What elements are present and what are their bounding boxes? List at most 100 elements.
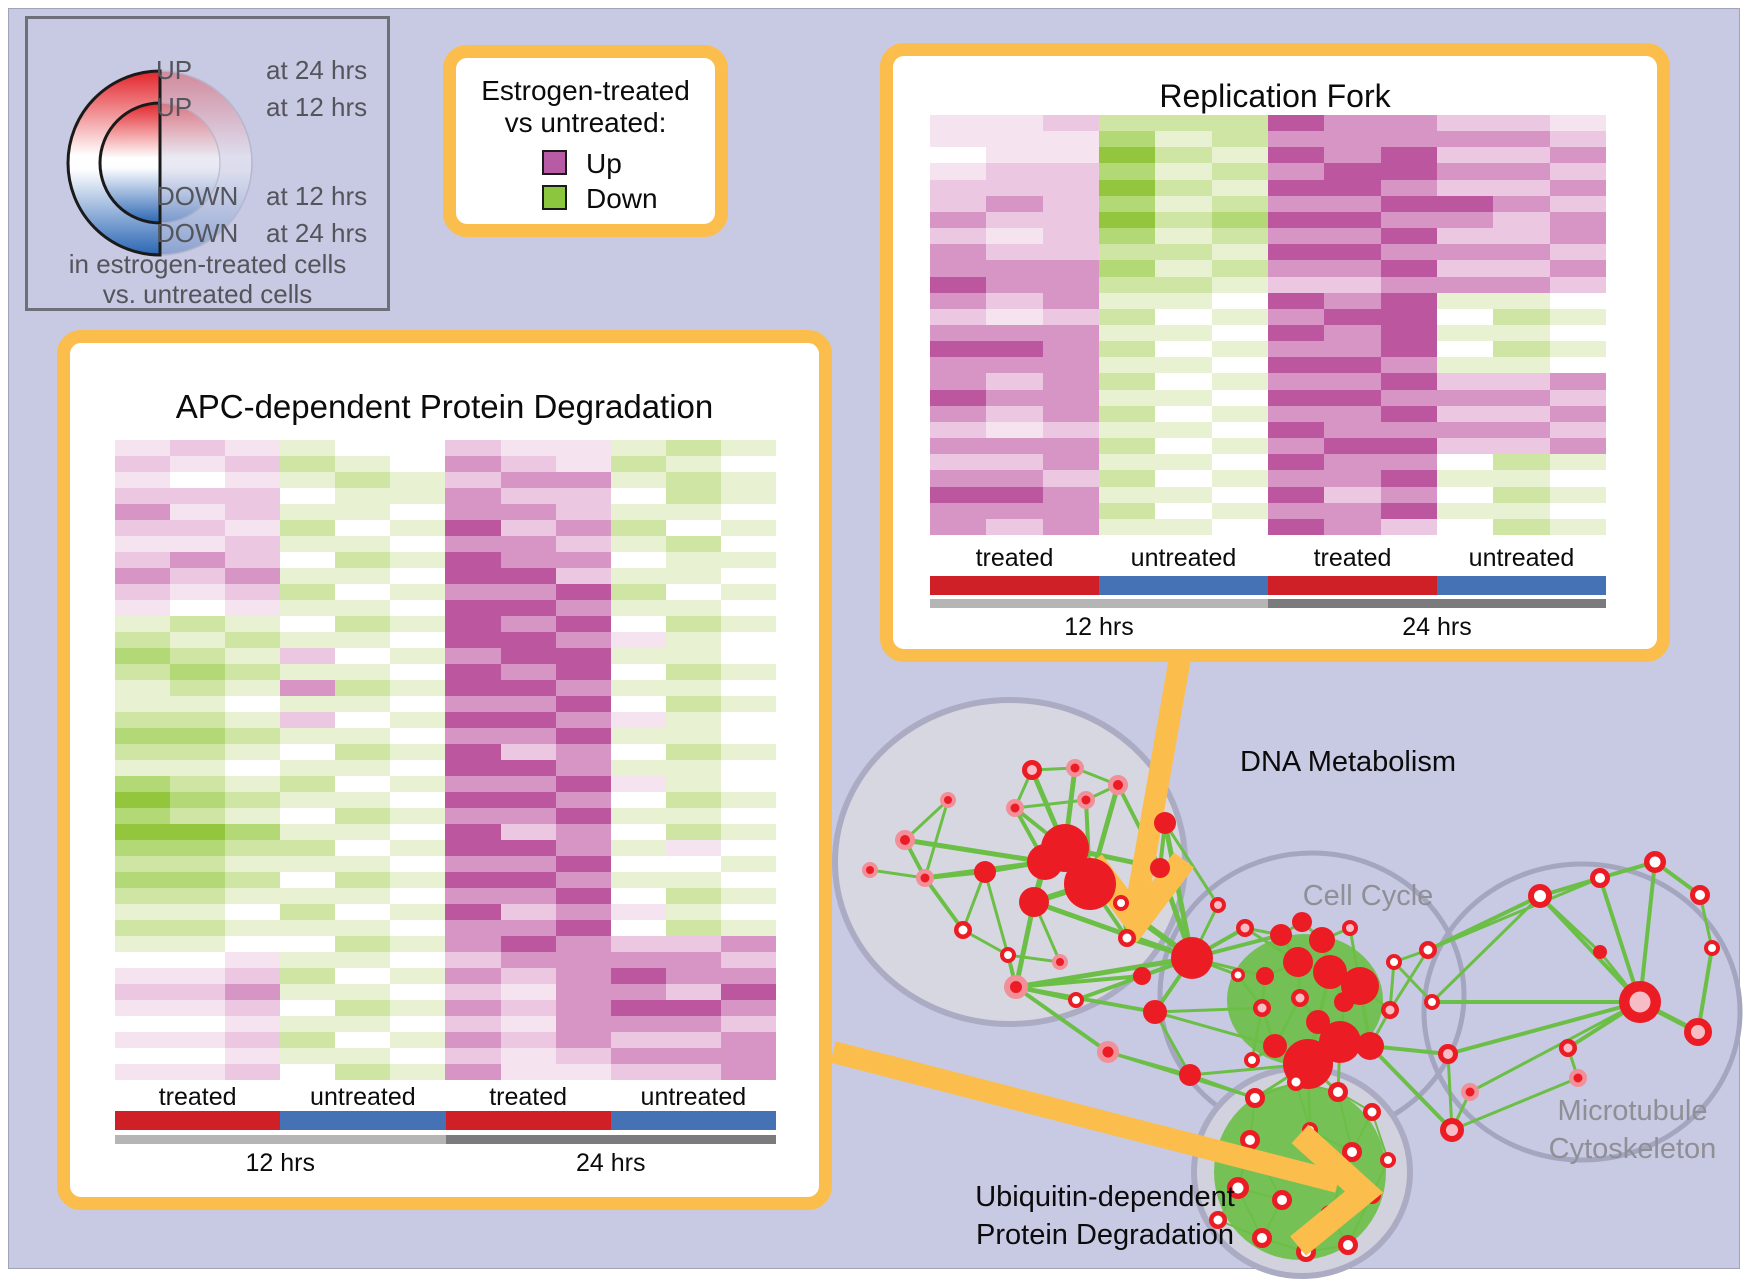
heatmap-cell	[1098, 454, 1156, 471]
heatmap-cell	[665, 488, 721, 504]
heatmap-cell	[1380, 518, 1437, 535]
heatmap-cell	[610, 504, 666, 520]
heatmap-cell	[335, 536, 391, 552]
network-edge	[1427, 876, 1601, 952]
heatmap-cell	[170, 968, 226, 984]
network-node-ring	[1236, 919, 1254, 937]
heatmap-cell	[665, 648, 721, 664]
heatmap-cell	[445, 584, 501, 600]
heatmap-cell	[170, 536, 226, 552]
heatmap-cell	[1211, 454, 1268, 471]
heatmap-cell	[1493, 518, 1550, 535]
heatmap-cell	[445, 664, 501, 680]
heatmap-cell	[1436, 292, 1494, 309]
heatmap-cell	[115, 456, 171, 472]
heatmap-cell	[555, 1032, 611, 1048]
group-label: untreated	[310, 1083, 416, 1111]
heatmap-cell	[1380, 147, 1437, 164]
heatmap-cell	[500, 504, 556, 520]
replication-fork-treatment-bars	[930, 576, 1606, 595]
heatmap-cell	[1436, 373, 1494, 390]
network-node-solid	[1256, 967, 1274, 985]
heatmap-cell	[1042, 389, 1099, 406]
heatmap-cell	[225, 824, 281, 840]
heatmap-cell	[445, 856, 501, 872]
heatmap-cell	[445, 776, 501, 792]
heatmap-cell	[986, 179, 1043, 196]
heatmap-cell	[390, 744, 446, 760]
heatmap-cell	[1436, 244, 1494, 261]
heatmap-cell	[1098, 276, 1156, 293]
heatmap-cell	[170, 840, 226, 856]
group-label: treated	[158, 1083, 237, 1111]
heatmap-cell	[610, 968, 666, 984]
network-node-ring	[1342, 920, 1358, 936]
heatmap-cell	[115, 1048, 171, 1064]
heatmap-cell	[225, 808, 281, 824]
network-edge	[1598, 877, 1642, 1003]
heatmap-cell	[930, 276, 987, 293]
heatmap-cell	[170, 1048, 226, 1064]
heatmap-cell	[170, 776, 226, 792]
heatmap-cell	[1042, 244, 1099, 261]
network-node-ring	[1227, 1177, 1249, 1199]
heatmap-cell	[445, 616, 501, 632]
heatmap-cell	[1493, 228, 1550, 245]
heatmap-cell	[170, 472, 226, 488]
heatmap-cell	[1493, 308, 1550, 325]
heatmap-cell	[1155, 341, 1212, 358]
network-edge	[1368, 1044, 1454, 1132]
network-edge	[1075, 974, 1143, 1002]
time-24-bar	[1268, 599, 1606, 608]
heatmap-cell	[665, 808, 721, 824]
heatmap-cell	[720, 1016, 776, 1032]
heatmap-cell	[1380, 292, 1437, 309]
heatmap-cell	[1155, 454, 1212, 471]
heatmap-cell	[170, 856, 226, 872]
heatmap-cell	[500, 856, 556, 872]
heatmap-cell	[335, 1048, 391, 1064]
network-node-ring	[1209, 1211, 1227, 1229]
heatmap-cell	[1549, 325, 1606, 342]
heatmap-cell	[500, 568, 556, 584]
heatmap-cell	[335, 808, 391, 824]
heatmap-cell	[986, 438, 1043, 455]
heatmap-cell	[1549, 486, 1606, 503]
network-edge	[1015, 985, 1156, 1014]
heatmap-cell	[445, 872, 501, 888]
heatmap-cell	[665, 1048, 721, 1064]
heatmap-cell	[610, 488, 666, 504]
heatmap-cell	[335, 440, 391, 456]
heatmap-cell	[986, 131, 1043, 148]
heatmap-cell	[1267, 357, 1325, 374]
heatmap-cell	[1324, 325, 1381, 342]
heatmap-cell	[445, 568, 501, 584]
heatmap-cell	[500, 632, 556, 648]
heatmap-cell	[555, 904, 611, 920]
network-edge	[1469, 1000, 1641, 1094]
heatmap-cell	[1267, 195, 1325, 212]
heatmap-cell	[555, 760, 611, 776]
heatmap-cell	[280, 872, 336, 888]
heatmap-cell	[500, 712, 556, 728]
network-node-ring	[1240, 1130, 1260, 1150]
heatmap-cell	[225, 440, 281, 456]
heatmap-cell	[390, 1000, 446, 1016]
heatmap-cell	[1380, 470, 1437, 487]
heatmap-cell	[1380, 115, 1437, 132]
heatmap-cell	[280, 1032, 336, 1048]
network-node-ring	[1386, 954, 1402, 970]
heatmap-cell	[930, 389, 987, 406]
heatmap-cell	[930, 325, 987, 342]
heatmap-cell	[665, 1032, 721, 1048]
heatmap-cell	[390, 856, 446, 872]
network-node-ring	[916, 869, 934, 887]
heatmap-cell	[720, 600, 776, 616]
heatmap-cell	[610, 872, 666, 888]
heatmap-cell	[986, 486, 1043, 503]
heatmap-cell	[986, 228, 1043, 245]
network-edge	[1014, 985, 1110, 1054]
heatmap-cell	[1549, 211, 1606, 229]
heatmap-cell	[610, 760, 666, 776]
